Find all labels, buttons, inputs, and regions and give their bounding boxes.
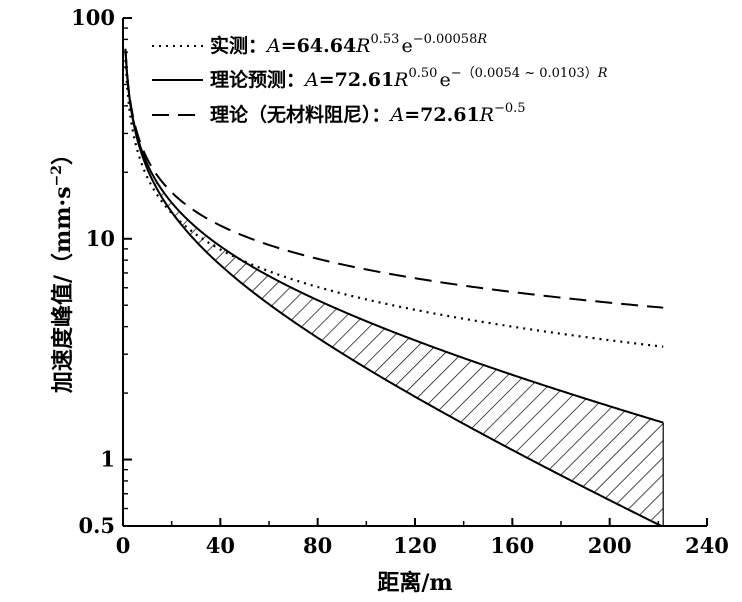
x-axis-title: 距离/m [377,570,452,596]
y-axis-ticks: 0.5 1 10 100 [71,5,132,538]
legend-item-theory-no-damping: 理论（无材料阻尼）：A=72.61R−0.5 [210,101,526,126]
x-axis-ticks: 0 40 80 120 160 200 240 [116,518,729,558]
y-axis-title-main: 加速度峰值/（mm·s [50,186,76,394]
y-axis-title: 加速度峰值/（mm·s−2） [49,143,76,394]
uncertainty-band [152,174,664,526]
y-tick-label: 0.5 [78,513,115,538]
x-tick-label: 0 [116,533,131,558]
legend-item-theory: 理论预测：A=72.61R0.50 e−（0.0054 ~ 0.0103）R [210,66,608,91]
x-tick-label: 80 [303,533,332,558]
x-tick-label: 240 [685,533,729,558]
x-tick-label: 160 [490,533,534,558]
x-tick-label: 40 [206,533,235,558]
series-layer [124,48,664,526]
legend: 实测：A=64.64R0.53 e−0.00058R 理论预测：A=72.61R0… [152,32,608,126]
series-line-solid-2 [124,49,664,526]
y-axis-title-exponent: −2 [49,165,65,186]
y-axis-title-close: ） [50,143,76,165]
y-tick-label: 10 [86,226,115,251]
x-tick-label: 120 [393,533,437,558]
x-tick-label: 200 [588,533,632,558]
legend-item-measured: 实测：A=64.64R0.53 e−0.00058R [210,32,487,57]
y-tick-label: 100 [71,5,115,30]
series-line-dotted-0 [124,59,664,348]
hatched-band [152,174,664,526]
y-tick-label: 1 [100,447,115,472]
series-line-solid-1 [124,49,664,424]
series-line-dashed-3 [124,48,664,309]
